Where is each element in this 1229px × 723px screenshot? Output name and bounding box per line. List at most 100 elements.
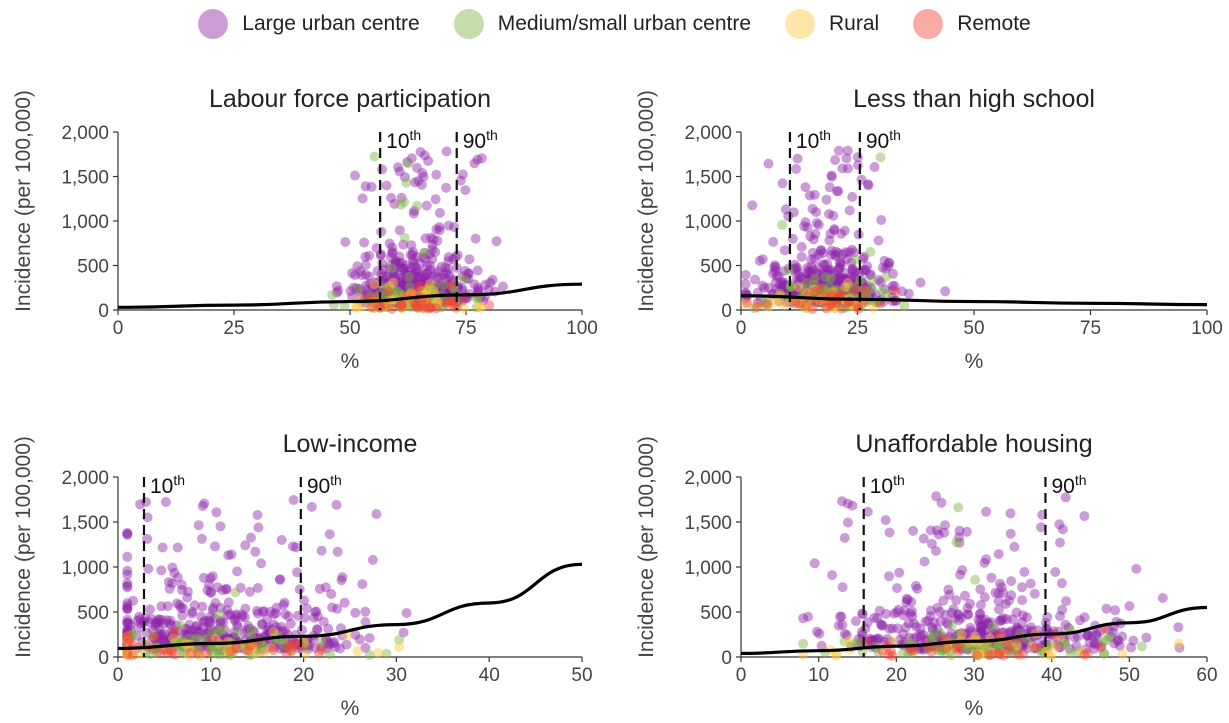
scatter-point bbox=[790, 298, 801, 309]
scatter-point bbox=[1052, 635, 1063, 646]
scatter-point bbox=[386, 282, 397, 293]
scatter-point bbox=[867, 275, 878, 286]
scatter-point bbox=[1082, 630, 1093, 641]
scatter-point bbox=[157, 542, 168, 553]
scatter-point bbox=[826, 287, 837, 298]
scatter-point bbox=[214, 649, 225, 660]
x-tick-label: 50 bbox=[339, 318, 360, 339]
scatter-point bbox=[401, 284, 412, 295]
scatter-point bbox=[1036, 647, 1047, 658]
scatter-point bbox=[822, 286, 833, 297]
scatter-point bbox=[444, 280, 454, 290]
scatter-point bbox=[122, 578, 133, 589]
scatter-point bbox=[899, 605, 910, 616]
scatter-point bbox=[280, 626, 291, 637]
scatter-point bbox=[388, 277, 399, 288]
scatter-point bbox=[862, 179, 873, 190]
scatter-point bbox=[905, 608, 916, 619]
trend-line bbox=[740, 294, 1208, 307]
scatter-point bbox=[122, 637, 133, 648]
scatter-point bbox=[443, 279, 454, 290]
percentile-label: 10th bbox=[386, 127, 421, 153]
scatter-point bbox=[1012, 644, 1023, 655]
scatter-point bbox=[457, 295, 468, 306]
scatter-point bbox=[837, 496, 847, 507]
scatter-point bbox=[205, 644, 216, 655]
scatter-point bbox=[301, 603, 312, 614]
scatter-point bbox=[1017, 582, 1027, 593]
scatter-point bbox=[215, 617, 226, 628]
scatter-point bbox=[207, 605, 218, 615]
scatter-point bbox=[784, 285, 795, 296]
scatter-point bbox=[387, 247, 398, 258]
scatter-point bbox=[954, 525, 965, 536]
scatter-point bbox=[284, 640, 294, 650]
scatter-point bbox=[796, 298, 807, 309]
scatter-point bbox=[884, 527, 895, 538]
scatter-point bbox=[122, 582, 133, 593]
scatter-point bbox=[452, 283, 463, 294]
scatter-point bbox=[1091, 630, 1102, 641]
trend-line bbox=[117, 562, 583, 651]
scatter-point bbox=[472, 282, 483, 293]
scatter-point bbox=[426, 301, 437, 312]
scatter-point bbox=[808, 279, 819, 290]
scatter-point bbox=[807, 277, 818, 288]
scatter-point bbox=[956, 612, 967, 623]
scatter-point bbox=[122, 632, 133, 643]
scatter-point bbox=[926, 646, 937, 657]
scatter-point bbox=[152, 631, 163, 642]
scatter-point bbox=[420, 280, 431, 291]
y-axis-label: Incidence (per 100,000) bbox=[635, 90, 658, 312]
scatter-point bbox=[879, 255, 890, 266]
scatter-point bbox=[815, 274, 826, 284]
scatter-point bbox=[205, 587, 216, 597]
scatter-point bbox=[170, 626, 181, 637]
scatter-point bbox=[1101, 603, 1112, 614]
scatter-point bbox=[834, 263, 845, 274]
scatter-point bbox=[412, 280, 423, 291]
scatter-point bbox=[778, 286, 789, 296]
scatter-point bbox=[918, 630, 929, 640]
scatter-point bbox=[385, 252, 396, 263]
scatter-point bbox=[794, 287, 805, 298]
scatter-point bbox=[837, 275, 848, 286]
scatter-point bbox=[1006, 626, 1017, 637]
scatter-point bbox=[1040, 642, 1051, 653]
scatter-point bbox=[790, 276, 801, 287]
scatter-point bbox=[147, 634, 158, 645]
scatter-point bbox=[386, 283, 397, 293]
scatter-point bbox=[1002, 638, 1013, 649]
scatter-point bbox=[989, 644, 1000, 655]
scatter-point bbox=[817, 283, 828, 294]
scatter-point bbox=[982, 618, 993, 629]
scatter-point bbox=[833, 186, 844, 197]
scatter-point bbox=[943, 619, 953, 630]
scatter-point bbox=[469, 158, 480, 169]
scatter-point bbox=[436, 299, 447, 310]
scatter-point bbox=[807, 304, 818, 314]
scatter-point bbox=[167, 646, 178, 657]
scatter-point bbox=[386, 263, 397, 273]
scatter-point bbox=[910, 580, 921, 591]
scatter-point bbox=[278, 643, 289, 654]
scatter-point bbox=[441, 146, 452, 157]
scatter-point bbox=[825, 288, 836, 299]
scatter-point bbox=[172, 572, 183, 583]
scatter-point bbox=[362, 284, 373, 295]
scatter-point bbox=[954, 532, 964, 543]
scatter-point bbox=[184, 619, 195, 630]
scatter-point bbox=[971, 627, 982, 638]
scatter-point bbox=[122, 604, 133, 615]
scatter-point bbox=[1092, 638, 1103, 649]
scatter-point bbox=[850, 616, 861, 627]
scatter-point bbox=[416, 297, 427, 308]
percentile-label: 10th bbox=[870, 472, 905, 498]
scatter-point bbox=[1005, 508, 1016, 519]
scatter-point bbox=[815, 283, 825, 294]
scatter-point bbox=[141, 497, 151, 507]
scatter-point bbox=[827, 288, 838, 299]
scatter-point bbox=[380, 277, 391, 288]
scatter-point bbox=[854, 267, 865, 278]
scatter-point bbox=[425, 302, 436, 313]
